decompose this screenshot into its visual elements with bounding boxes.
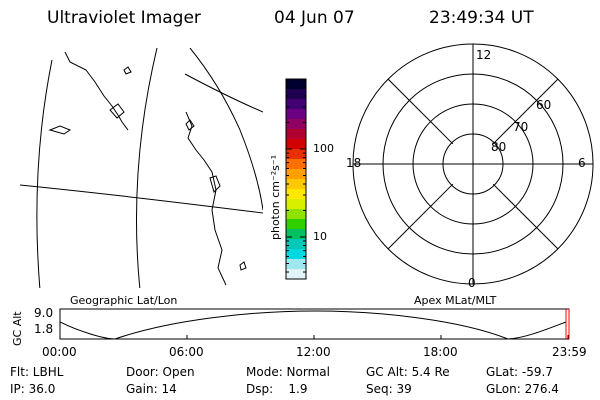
status-ip: IP: 36.0	[10, 382, 56, 396]
map-grid-line	[20, 184, 263, 214]
instrument-title: Ultraviolet Imager	[47, 8, 201, 28]
colorbar-swatch	[286, 149, 306, 160]
colorbar-swatch	[286, 139, 306, 150]
status-glon: GLon: 276.4	[486, 382, 559, 396]
time-tick-label: 06:00	[169, 345, 204, 359]
colorbar-unit-label: photon cm⁻²s⁻¹	[269, 154, 282, 240]
south-america-coastline	[64, 51, 129, 131]
colorbar-tick-label: 10	[313, 230, 327, 243]
time-tick-label: 12:00	[296, 345, 331, 359]
mlt-line-diagonal	[492, 78, 559, 145]
antarctic-peninsula-coastline	[185, 111, 227, 286]
map-projection-label: Geographic Lat/Lon	[70, 294, 178, 307]
mlt-label-dawn: 6	[578, 156, 586, 170]
colorbar-swatch	[286, 199, 306, 210]
status-seq: Seq: 39	[366, 382, 412, 396]
polar-projection-label: Apex MLat/MLT	[414, 294, 497, 307]
mlt-label-midnight: 0	[468, 276, 476, 290]
island-outline	[123, 66, 132, 75]
colorbar-swatch	[286, 209, 306, 220]
colorbar-swatch	[286, 239, 306, 250]
coastline-detail	[109, 103, 125, 119]
mlat-label-60: 60	[536, 98, 552, 112]
geographic-map	[20, 48, 263, 288]
colorbar-swatch	[286, 269, 306, 280]
colorbar-swatch	[286, 179, 306, 190]
island-outline	[185, 119, 195, 131]
colorbar-swatch	[286, 169, 306, 180]
colorbar-swatch	[286, 109, 306, 120]
image-date: 04 Jun 07	[274, 8, 355, 28]
mlt-label-dusk: 18	[346, 156, 362, 170]
colorbar-tick-label: 100	[313, 142, 334, 155]
status-door: Door: Open	[126, 365, 195, 379]
coastline-detail	[209, 175, 221, 193]
mlt-line-diagonal	[492, 183, 559, 250]
status-gc-alt: GC Alt: 5.4 Re	[366, 365, 450, 379]
polar-plot	[352, 43, 594, 285]
colorbar-swatch	[286, 159, 306, 170]
time-tick-label: 23:59	[552, 345, 587, 359]
mlt-line-diagonal	[387, 78, 454, 145]
colorbar-swatch	[286, 219, 306, 230]
colorbar-swatch	[286, 189, 306, 200]
altitude-tick-label: 1.8	[34, 322, 54, 336]
mlat-label-80: 80	[491, 140, 507, 154]
map-grid-line	[36, 59, 53, 288]
colorbar-swatch	[286, 89, 306, 100]
status-filter: Flt: LBHL	[10, 365, 64, 379]
colorbar-swatch	[286, 259, 306, 270]
colorbar-swatch	[286, 119, 306, 130]
status-glat: GLat: -59.7	[486, 365, 553, 379]
altitude-tick-label: 9.0	[34, 306, 54, 320]
altitude-plot	[59, 308, 570, 340]
time-tick-label: 18:00	[423, 345, 458, 359]
coastline-detail	[48, 125, 72, 135]
map-grid-line	[136, 48, 158, 288]
colorbar-swatch	[286, 99, 306, 110]
colorbar	[285, 78, 307, 280]
colorbar-swatch	[286, 79, 306, 90]
altitude-curve	[60, 310, 567, 339]
map-grid-line	[189, 48, 263, 211]
status-mode: Mode: Normal	[246, 365, 330, 379]
colorbar-swatch	[286, 229, 306, 240]
status-dsp: Dsp: 1.9	[246, 382, 308, 396]
mlt-line-diagonal	[387, 183, 454, 250]
time-tick-label: 00:00	[42, 345, 77, 359]
colorbar-swatch	[286, 129, 306, 140]
map-grid-line	[184, 73, 263, 113]
mlat-label-70: 70	[513, 120, 529, 134]
image-time: 23:49:34 UT	[429, 8, 534, 28]
colorbar-swatch	[286, 249, 306, 260]
island-outline	[239, 261, 247, 271]
mlt-label-noon: 12	[476, 48, 492, 62]
altitude-axis-label: GC Alt	[11, 311, 24, 346]
status-gain: Gain: 14	[126, 382, 177, 396]
